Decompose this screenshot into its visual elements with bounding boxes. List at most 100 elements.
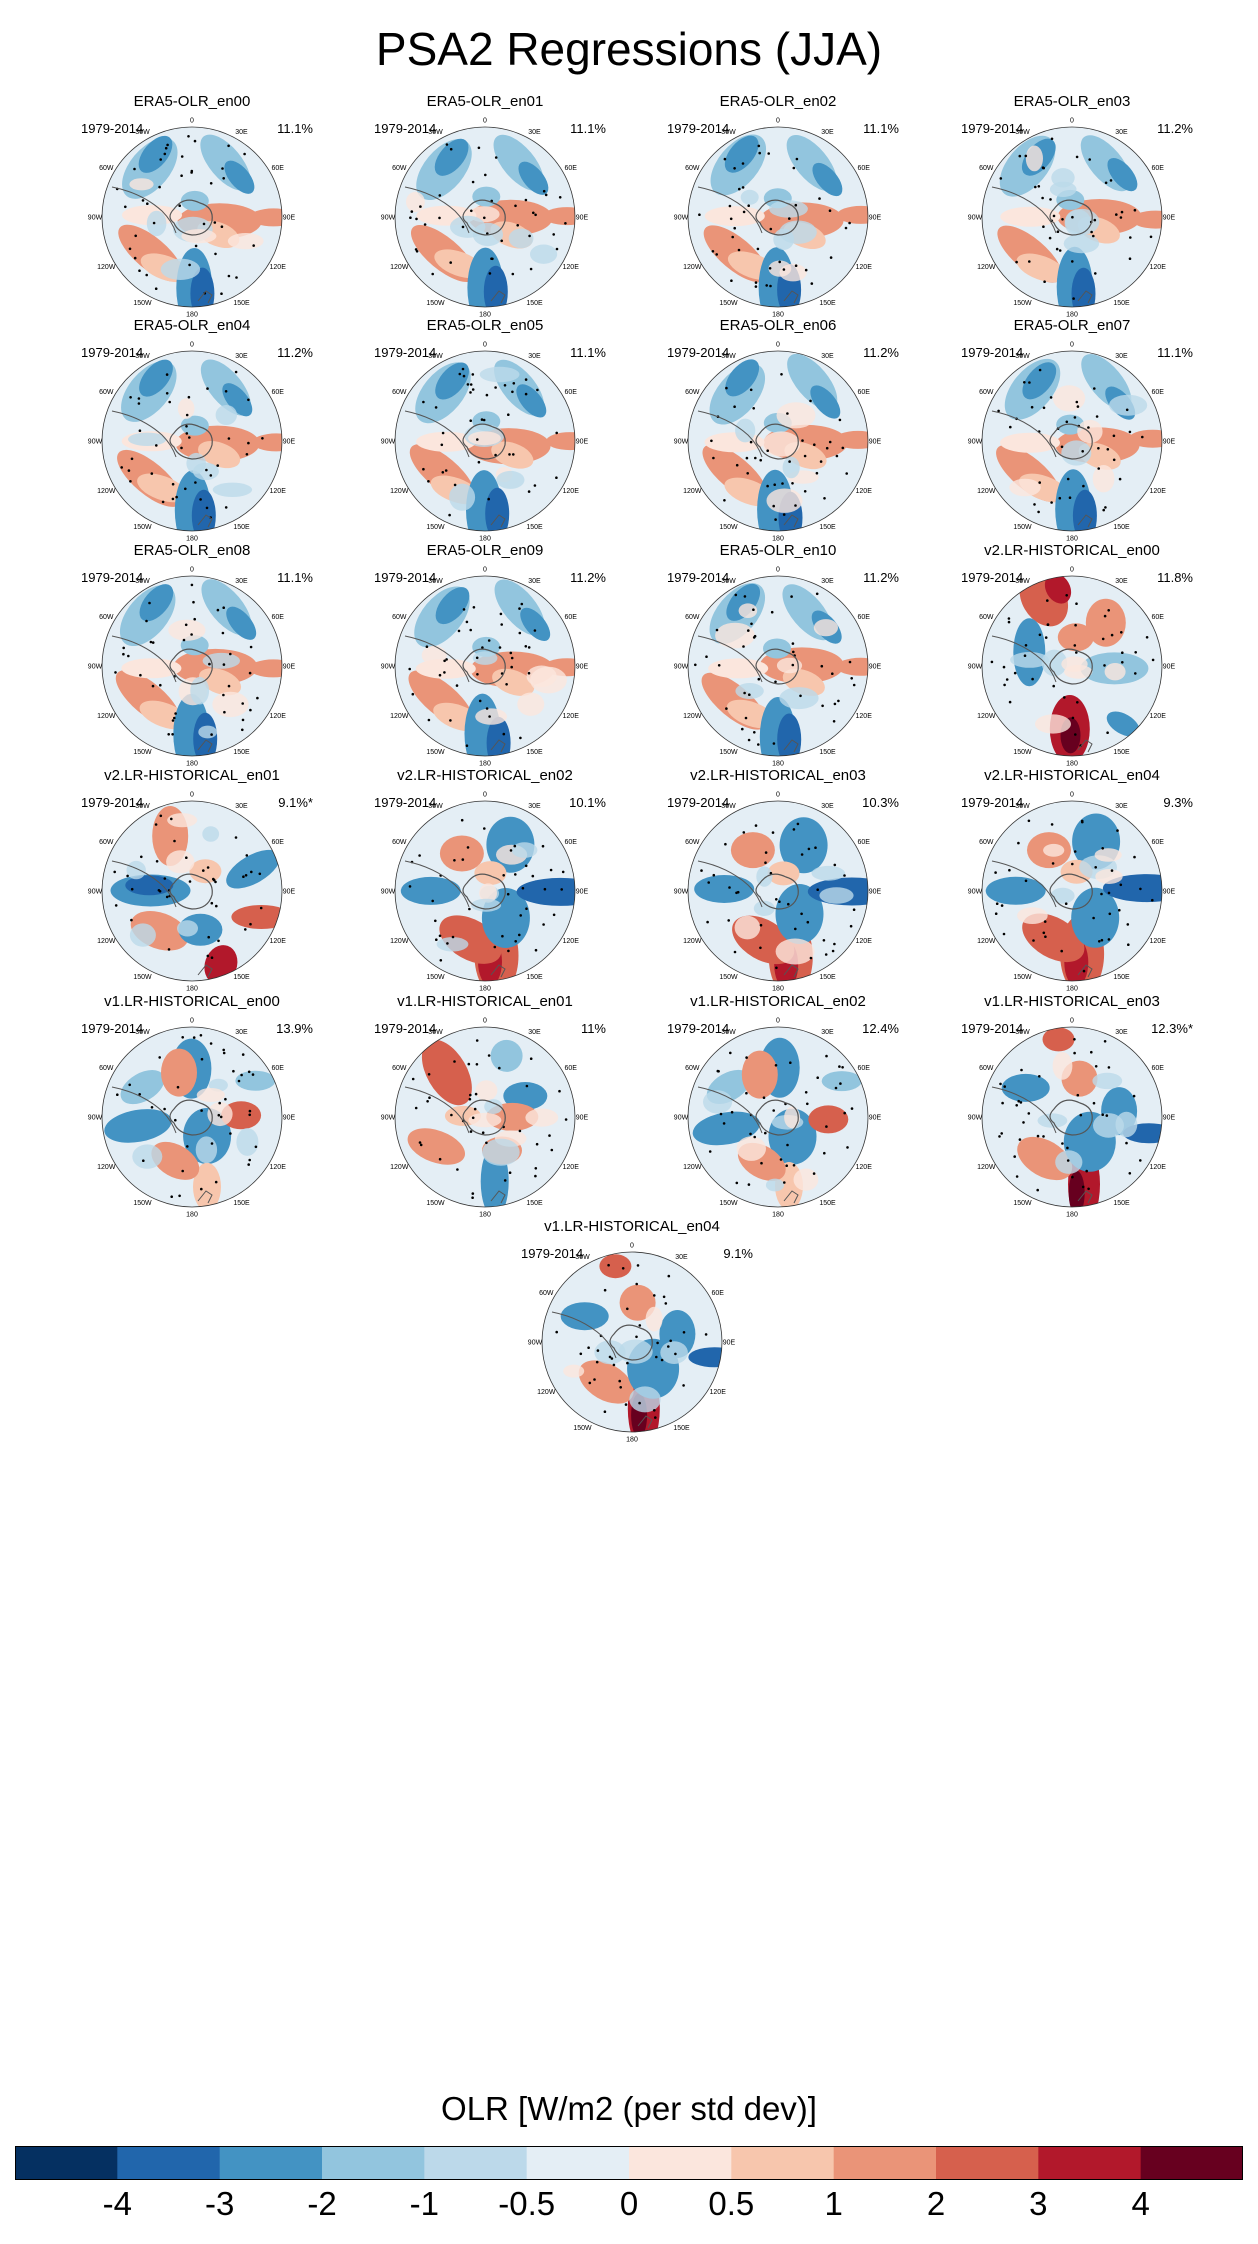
map-boundary bbox=[101, 800, 283, 982]
significance-dot bbox=[410, 210, 414, 213]
regression-anomaly bbox=[207, 1102, 233, 1127]
significance-dot bbox=[1028, 260, 1031, 263]
significance-dot bbox=[674, 1352, 677, 1356]
significance-dot bbox=[792, 1164, 796, 1167]
significance-dot bbox=[178, 204, 181, 207]
significance-dot bbox=[154, 823, 158, 826]
longitude-label: 150W bbox=[133, 749, 152, 756]
significance-dot bbox=[499, 612, 503, 616]
regression-anomaly bbox=[468, 431, 501, 446]
longitude-label: 30E bbox=[528, 1029, 541, 1036]
longitude-label: 60E bbox=[271, 389, 284, 396]
significance-dot bbox=[1043, 920, 1047, 923]
panel-explained-variance: 12.3%* bbox=[1151, 1021, 1193, 1036]
longitude-label: 180 bbox=[626, 1437, 638, 1444]
panel-period: 1979-2014 bbox=[961, 345, 1024, 360]
significance-dot bbox=[667, 1345, 670, 1348]
south-america-coastline bbox=[551, 1311, 617, 1359]
panel-period: 1979-2014 bbox=[961, 121, 1024, 136]
panel-title: v2.LR-HISTORICAL_en03 bbox=[690, 767, 866, 784]
colorbar-segment bbox=[15, 2146, 118, 2180]
regression-anomaly bbox=[526, 665, 557, 688]
significance-dot bbox=[742, 645, 745, 648]
longitude-label: 120W bbox=[977, 488, 996, 495]
longitude-label: 120E bbox=[270, 1164, 287, 1171]
significance-dot bbox=[193, 139, 197, 143]
significance-dot bbox=[1081, 1185, 1085, 1189]
significance-dot bbox=[786, 1143, 789, 1147]
significance-dot bbox=[154, 287, 158, 290]
longitude-label: 60W bbox=[392, 165, 407, 172]
significance-dot bbox=[1080, 819, 1084, 823]
longitude-label: 60W bbox=[979, 165, 994, 172]
regression-anomaly bbox=[212, 482, 253, 497]
significance-dot bbox=[533, 629, 537, 632]
significance-dot bbox=[202, 222, 206, 226]
antarctica-coastline bbox=[462, 873, 506, 910]
longitude-label: 0 bbox=[190, 792, 194, 799]
regression-anomaly bbox=[688, 1347, 722, 1368]
longitude-label: 150E bbox=[1113, 524, 1130, 531]
longitude-label: 180 bbox=[186, 986, 198, 993]
significance-dot bbox=[494, 453, 497, 457]
longitude-label: 150W bbox=[1013, 300, 1032, 307]
longitude-label: 30W bbox=[721, 803, 736, 810]
significance-dot bbox=[1073, 644, 1077, 647]
significance-dot bbox=[1046, 599, 1049, 602]
longitude-label: 120W bbox=[683, 713, 702, 720]
longitude-label: 150E bbox=[526, 524, 543, 531]
significance-dot bbox=[804, 268, 808, 272]
significance-dot bbox=[170, 1195, 173, 1198]
significance-dot bbox=[603, 1410, 607, 1413]
panel-explained-variance: 11.2% bbox=[863, 345, 899, 360]
significance-dot bbox=[462, 374, 466, 378]
panel-period: 1979-2014 bbox=[374, 1021, 437, 1036]
significance-dot bbox=[524, 198, 528, 202]
new-zealand-coastline bbox=[1077, 514, 1093, 528]
longitude-label: 90W bbox=[381, 439, 396, 446]
regression-anomaly bbox=[224, 160, 255, 194]
significance-dot bbox=[531, 874, 535, 878]
significance-dot bbox=[1079, 1113, 1083, 1117]
antarctica-coastline bbox=[462, 423, 506, 460]
regression-anomaly bbox=[546, 432, 575, 451]
longitude-label: 120W bbox=[390, 488, 409, 495]
significance-dot bbox=[1001, 1101, 1004, 1105]
significance-dot bbox=[423, 223, 427, 226]
longitude-label: 180 bbox=[1066, 761, 1078, 768]
longitude-label: 120W bbox=[390, 713, 409, 720]
significance-dot bbox=[542, 189, 546, 193]
regression-anomaly bbox=[1001, 1073, 1050, 1102]
significance-dot bbox=[200, 1187, 203, 1191]
significance-dot bbox=[595, 1360, 599, 1364]
longitude-label: 120E bbox=[856, 264, 873, 271]
significance-dot bbox=[227, 684, 231, 688]
polar-map: 0 30E 60E 90E 120E 150E 180 150W 120W 90W 60W 30W bbox=[674, 118, 882, 319]
south-america-coastline bbox=[991, 635, 1057, 683]
regression-anomaly bbox=[193, 712, 218, 756]
significance-dot bbox=[1034, 185, 1037, 189]
significance-dot bbox=[126, 874, 129, 878]
regression-anomaly bbox=[1017, 907, 1048, 924]
map-panel: ERA5-OLR_en08 1979-2014 11.1% 0 30E 60E 90E 120… bbox=[57, 542, 327, 842]
regression-anomaly bbox=[212, 691, 249, 718]
significance-dot bbox=[519, 736, 522, 740]
regression-anomaly bbox=[166, 850, 195, 874]
antarctica-coastline bbox=[755, 199, 799, 236]
panel-title: v2.LR-HISTORICAL_en02 bbox=[397, 767, 573, 784]
significance-dot bbox=[114, 904, 118, 907]
longitude-label: 30E bbox=[821, 1029, 834, 1036]
longitude-label: 180 bbox=[1066, 986, 1078, 993]
regression-anomaly bbox=[222, 383, 253, 417]
significance-dot bbox=[527, 646, 531, 649]
significance-dot bbox=[1081, 450, 1084, 453]
significance-dot bbox=[1065, 420, 1069, 424]
longitude-label: 120E bbox=[270, 488, 287, 495]
regression-anomaly bbox=[195, 1136, 218, 1164]
significance-dot bbox=[1098, 940, 1101, 943]
significance-dot bbox=[190, 169, 194, 173]
longitude-label: 90W bbox=[968, 439, 983, 446]
significance-dot bbox=[1103, 1040, 1107, 1043]
panel-title: ERA5-OLR_en08 bbox=[133, 542, 251, 559]
significance-dot bbox=[1075, 155, 1079, 159]
